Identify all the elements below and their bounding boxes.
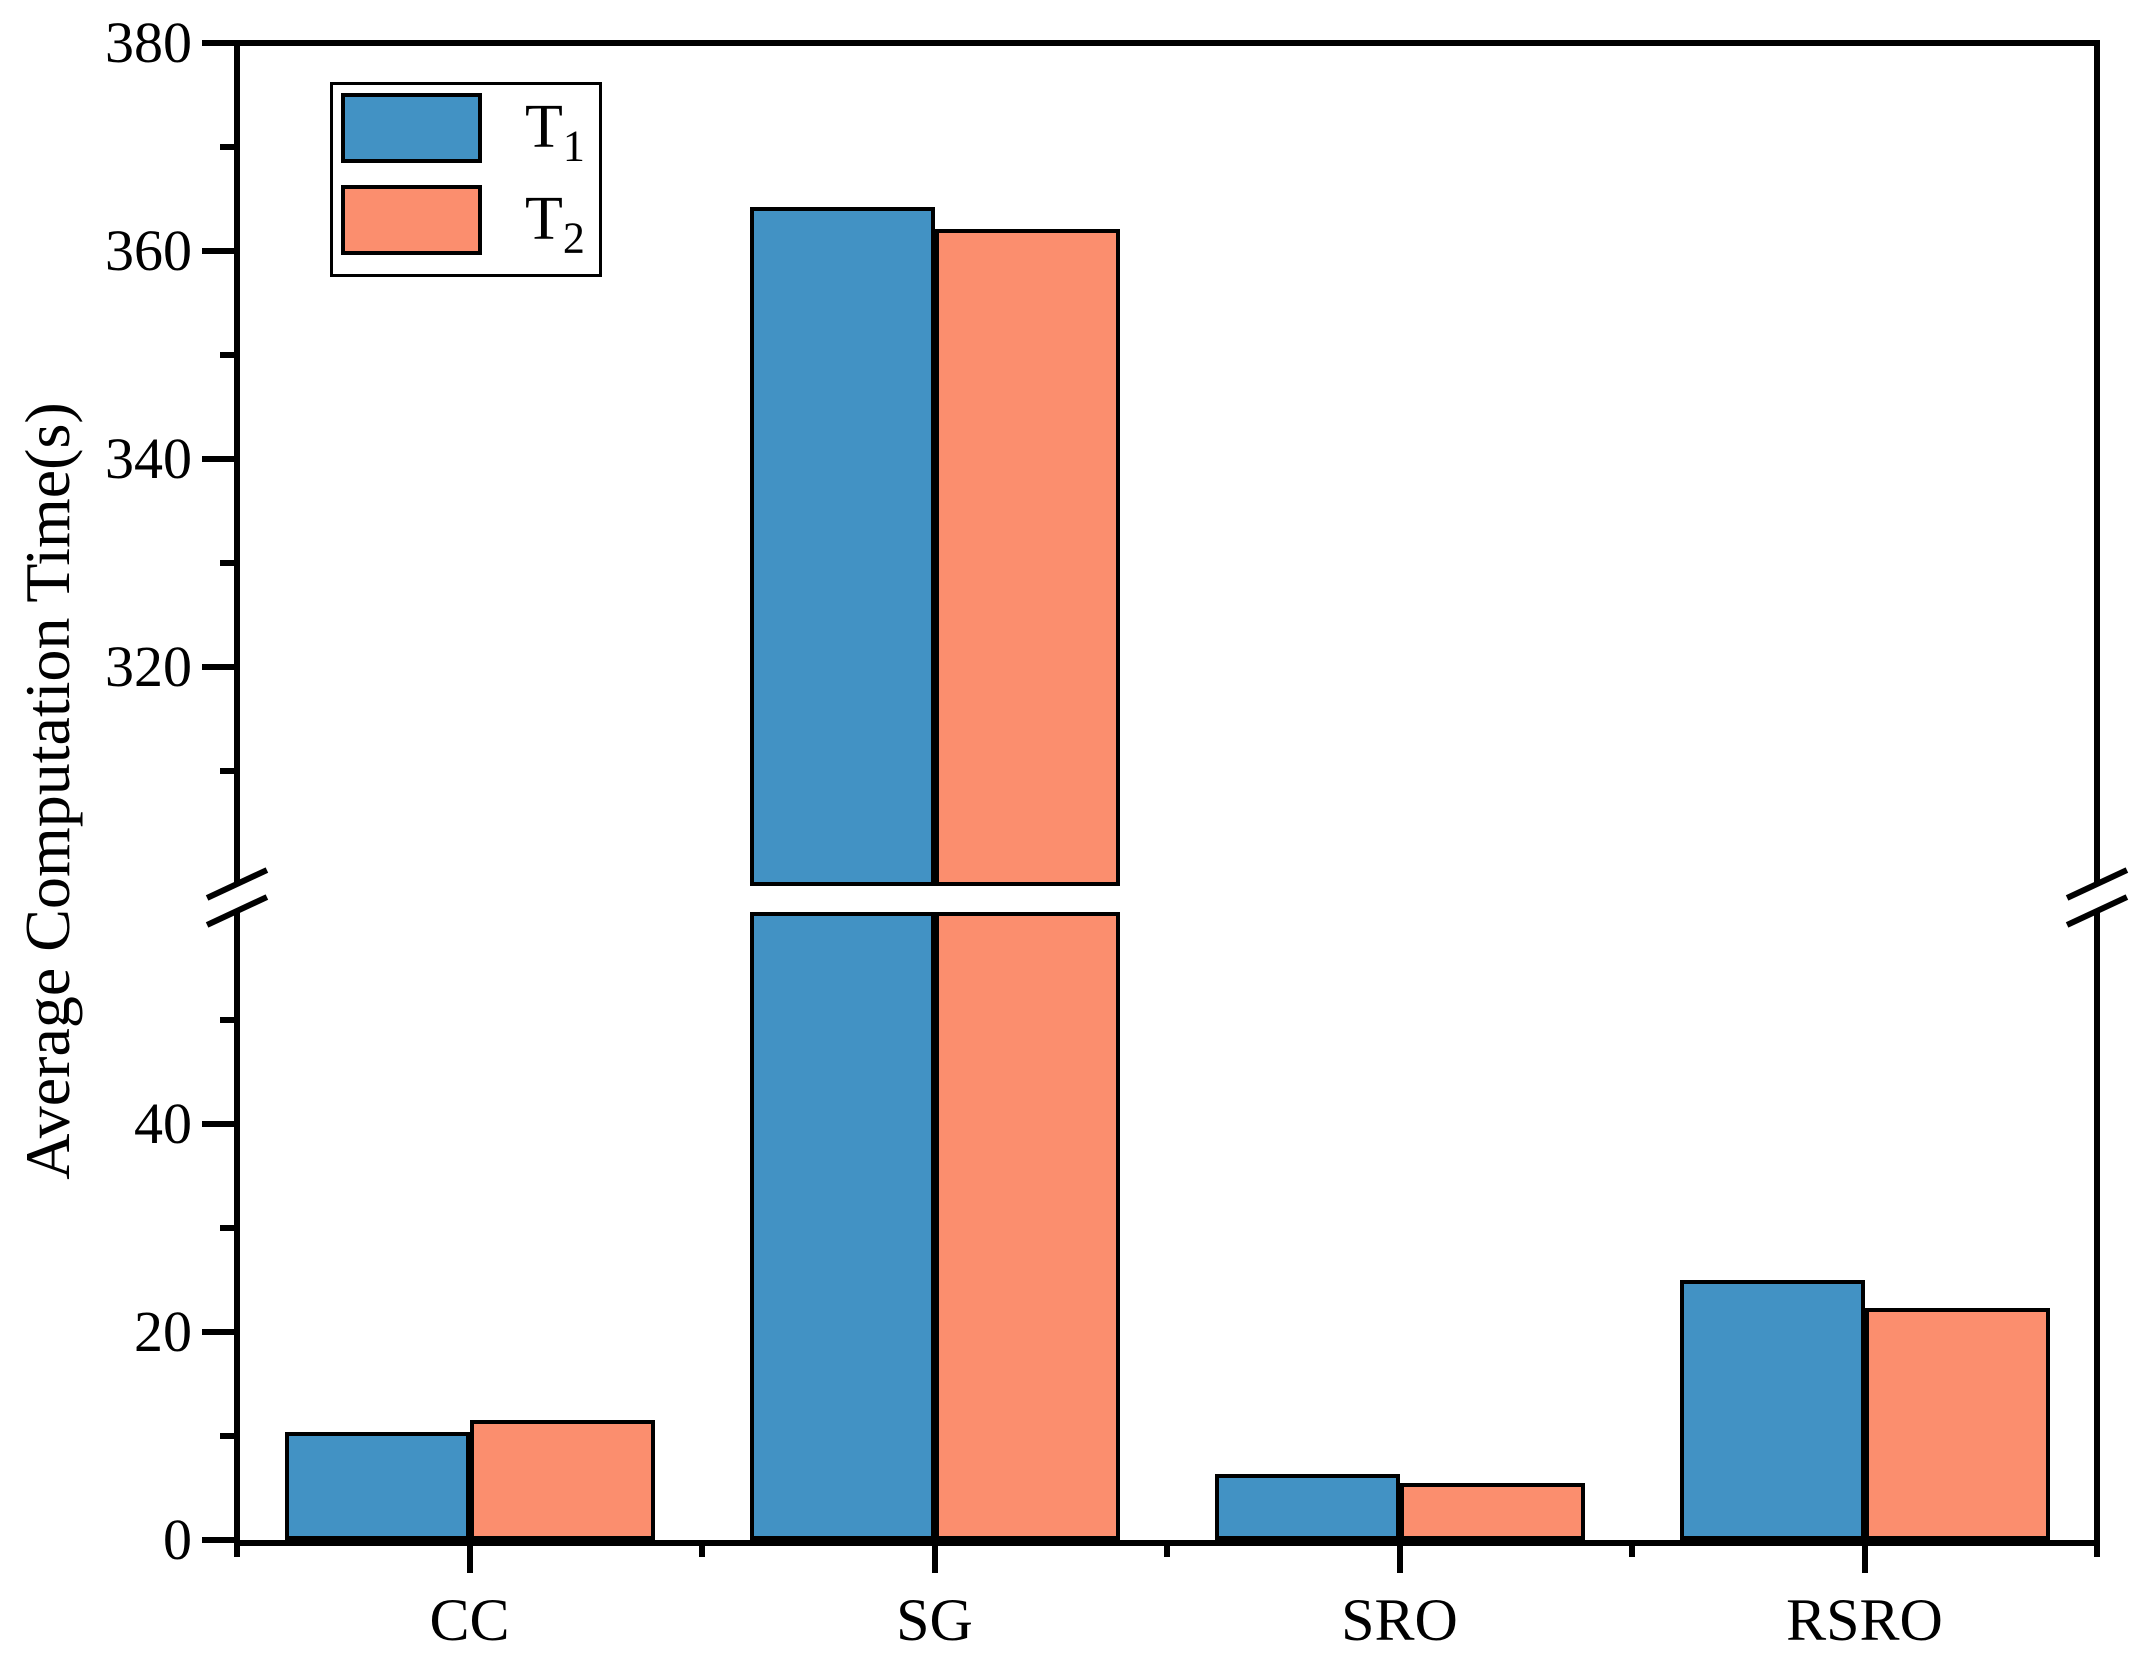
y-tick-label-0: 0	[163, 1507, 192, 1572]
legend-swatch-T1	[341, 93, 482, 163]
legend-label-T1: T1	[525, 91, 585, 168]
y-tick-major-20	[202, 1329, 234, 1335]
y-tick-label-20: 20	[134, 1299, 192, 1364]
legend-label-base-T1: T	[525, 93, 563, 161]
y-tick-label-40: 40	[134, 1091, 192, 1156]
x-tick-minor-2	[1164, 1543, 1170, 1557]
bar-SG-T2-upper	[934, 229, 1120, 886]
y-tick-major-320	[202, 664, 234, 670]
x-tick-minor-0	[234, 1543, 240, 1557]
bar-SG-T2-lower	[934, 912, 1120, 1540]
legend-label-T2: T2	[525, 183, 585, 260]
legend-label-sub-T1: 1	[562, 121, 585, 171]
y-tick-minor-310	[220, 768, 234, 774]
x-category-label-SG: SG	[896, 1587, 973, 1653]
y-tick-label-380: 380	[105, 10, 192, 75]
bar-CC-T1	[284, 1431, 470, 1540]
y-tick-minor-50	[220, 1017, 234, 1023]
x-category-label-SRO: SRO	[1341, 1587, 1458, 1653]
y-axis-label: Average Computation Time(s)	[12, 402, 83, 1180]
y-tick-minor-10	[220, 1433, 234, 1439]
axis-break-band	[228, 886, 2106, 912]
bar-SG-T1-lower	[749, 912, 935, 1540]
y-tick-label-360: 360	[105, 218, 192, 283]
bar-RSRO-T2	[1864, 1308, 2050, 1540]
legend-label-sub-T2: 2	[562, 213, 585, 263]
y-tick-minor-330	[220, 560, 234, 566]
x-category-label-CC: CC	[429, 1587, 510, 1653]
bar-SG-T1-upper	[749, 207, 935, 886]
x-tick-major-SRO	[1396, 1543, 1403, 1573]
bar-RSRO-T1	[1679, 1280, 1865, 1540]
bar-SRO-T1	[1214, 1474, 1400, 1540]
x-tick-minor-3	[1629, 1543, 1635, 1557]
x-tick-minor-4	[2094, 1543, 2100, 1557]
y-tick-major-40	[202, 1121, 234, 1127]
y-tick-minor-370	[220, 144, 234, 150]
legend-swatch-T2	[341, 185, 482, 255]
x-tick-minor-1	[699, 1543, 705, 1557]
y-tick-minor-30	[220, 1225, 234, 1231]
bar-SRO-T2	[1399, 1482, 1585, 1540]
x-category-label-RSRO: RSRO	[1786, 1587, 1943, 1653]
y-tick-label-320: 320	[105, 634, 192, 699]
y-tick-major-340	[202, 456, 234, 462]
y-tick-major-360	[202, 248, 234, 254]
legend-label-base-T2: T	[525, 185, 563, 253]
bar-CC-T2	[469, 1420, 655, 1540]
y-tick-label-340: 340	[105, 426, 192, 491]
x-tick-major-CC	[466, 1543, 473, 1573]
y-tick-major-380	[202, 40, 234, 46]
y-tick-major-0	[202, 1537, 234, 1543]
y-tick-minor-350	[220, 352, 234, 358]
x-tick-major-SG	[931, 1543, 938, 1573]
x-tick-major-RSRO	[1861, 1543, 1868, 1573]
